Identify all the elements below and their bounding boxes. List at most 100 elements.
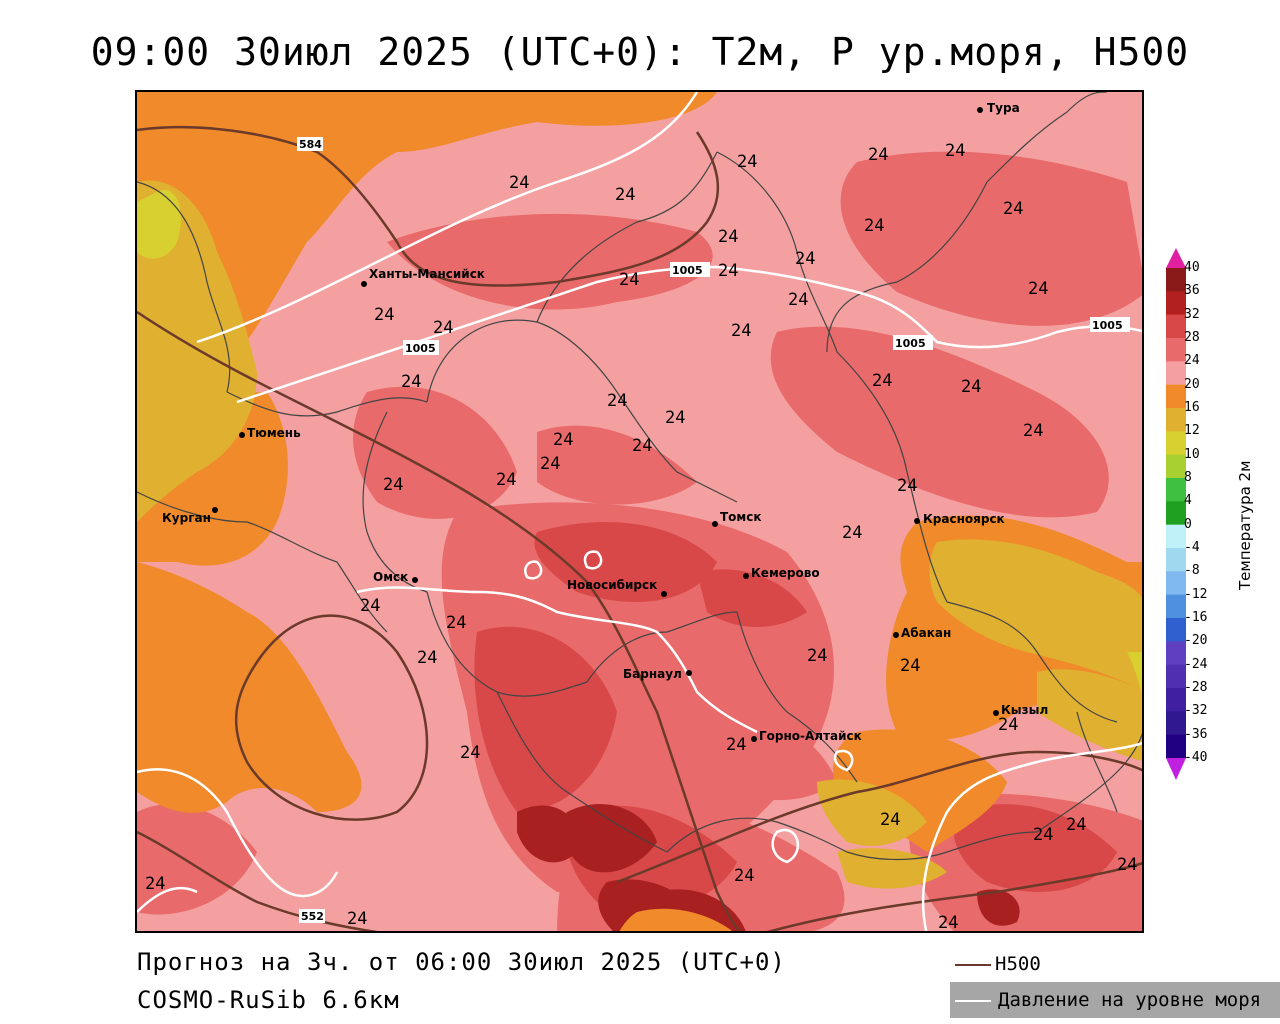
iso-label-24: 24 [807,646,827,666]
colorbar-tick-label: 32 [1184,306,1200,322]
h500-line-swatch [955,963,991,966]
colorbar-tick-label: -32 [1184,703,1208,719]
colorbar-segment [1166,594,1186,619]
pressure-closed-3 [771,828,799,864]
colorbar-segment [1166,268,1186,292]
colorbar-segment [1166,291,1186,316]
city-krasnoyarsk[interactable]: Красноярск [914,512,1005,526]
map-canvas: Тура Ханты-Мансийск Тюмень Курган Омск Т… [137,92,1142,931]
temperature-colorbar [1166,248,1186,780]
iso-label-24: 24 [842,523,862,543]
colorbar-tick-label: -28 [1184,680,1208,695]
colorbar-tick-label: 12 [1184,423,1200,439]
colorbar-segment [1166,314,1186,339]
colorbar-segment [1166,408,1186,432]
svg-text:Тюмень: Тюмень [247,426,301,440]
iso-label-24: 24 [737,152,757,172]
iso-label-24: 24 [734,866,754,886]
forecast-info: Прогноз на 3ч. от 06:00 30июл 2025 (UTC+… [137,948,786,976]
colorbar-tick-label: -8 [1184,563,1200,579]
colorbar-tick-label: 16 [1184,400,1200,415]
iso-label-24: 24 [374,305,394,325]
boxed-isoline-labels: 584 1005 1005 1005 1005 552 [297,137,1130,923]
city-barnaul[interactable]: Барнаул [623,667,692,681]
h500-line-south [616,750,1142,884]
colorbar-tick-label: 0 [1184,516,1192,532]
colorbar-tick-label: 28 [1184,330,1200,345]
city-kurgan[interactable]: Курган [162,507,218,525]
pressure-line-sw2 [137,886,198,913]
colorbar-top-arrow [1166,248,1186,268]
colorbar-segment [1166,664,1186,689]
h500-label-552: 552 [301,910,324,923]
iso-label-24: 24 [1033,825,1053,845]
city-abakan[interactable]: Абакан [893,626,951,640]
svg-text:Курган: Курган [162,511,211,525]
colorbar-tick-label: -36 [1184,726,1208,742]
h500-line-south2 [766,861,1142,931]
h500-line-central [137,310,742,931]
colorbar-segment [1166,524,1186,549]
colorbar-bottom-arrow [1166,758,1186,780]
colorbar-tick-label: 24 [1184,353,1200,369]
iso-label-24: 24 [1023,421,1043,441]
iso-label-24: 24 [961,377,981,397]
colorbar-tick-label: -40 [1184,750,1208,765]
temp-isoline-labels: 24 24 24 24 24 24 24 24 24 24 24 24 24 2… [145,141,1137,931]
city-tura[interactable]: Тура [977,101,1020,115]
colorbar-tick-label: 40 [1184,260,1200,275]
iso-label-24: 24 [731,321,751,341]
city-khanty-mansiysk[interactable]: Ханты-Мансийск [361,267,485,287]
colorbar-tick-label: -4 [1184,540,1200,555]
colorbar-segment [1166,571,1186,596]
svg-text:Кемерово: Кемерово [751,566,820,580]
iso-label-24: 24 [718,227,738,247]
iso-label-24: 24 [496,470,516,490]
city-kemerovo[interactable]: Кемерово [743,566,820,580]
svg-text:Барнаул: Барнаул [623,667,682,681]
pressure-line-central [356,586,758,734]
h500-closed-low [234,614,429,821]
city-omsk[interactable]: Омск [373,570,418,584]
city-gorno-altaysk[interactable]: Горно-Алтайск [751,729,862,743]
iso-label-24: 24 [795,249,815,269]
pressure-label-1005: 1005 [672,264,703,277]
pressure-line-1005-north [196,92,699,344]
model-name: COSMO-RuSib 6.6км [137,986,400,1014]
svg-text:Тура: Тура [987,101,1020,115]
colorbar-segment [1166,501,1186,526]
iso-label-24: 24 [619,270,639,290]
iso-label-24: 24 [401,372,421,392]
colorbar-segment [1166,338,1186,362]
iso-label-24: 24 [868,145,888,165]
colorbar-tick-label: -24 [1184,656,1208,672]
iso-label-24: 24 [788,290,808,310]
city-tomsk[interactable]: Томск [712,510,762,527]
pressure-closed-4 [833,749,854,772]
colorbar-segment [1166,478,1186,502]
iso-label-24: 24 [945,141,965,161]
iso-label-24: 24 [446,613,466,633]
iso-label-24: 24 [383,475,403,495]
h500-isolines [137,126,1142,931]
iso-label-24: 24 [632,436,652,456]
iso-label-24: 24 [872,371,892,391]
city-kyzyl[interactable]: Кызыл [993,703,1048,717]
forecast-map[interactable]: Тура Ханты-Мансийск Тюмень Курган Омск Т… [135,90,1144,933]
pressure-line-south-east [921,741,1142,931]
city-tyumen[interactable]: Тюмень [239,426,301,440]
h500-line-lower [137,830,378,931]
colorbar-segment [1166,548,1186,572]
colorbar-title: Температура 2м [1236,460,1254,590]
svg-text:Новосибирск: Новосибирск [567,578,657,592]
svg-text:Кызыл: Кызыл [1001,703,1048,717]
map-title: 09:00 30июл 2025 (UTC+0): T2м, P ур.моря… [90,30,1190,74]
colorbar-segment [1166,361,1186,386]
colorbar-segment [1166,618,1186,642]
svg-text:Горно-Алтайск: Горно-Алтайск [759,729,862,743]
legend-pressure: Давление на уровне моря [950,982,1280,1018]
admin-borders [137,92,1142,861]
iso-label-24: 24 [864,216,884,236]
city-novosibirsk[interactable]: Новосибирск [567,578,667,597]
iso-label-24: 24 [553,430,573,450]
